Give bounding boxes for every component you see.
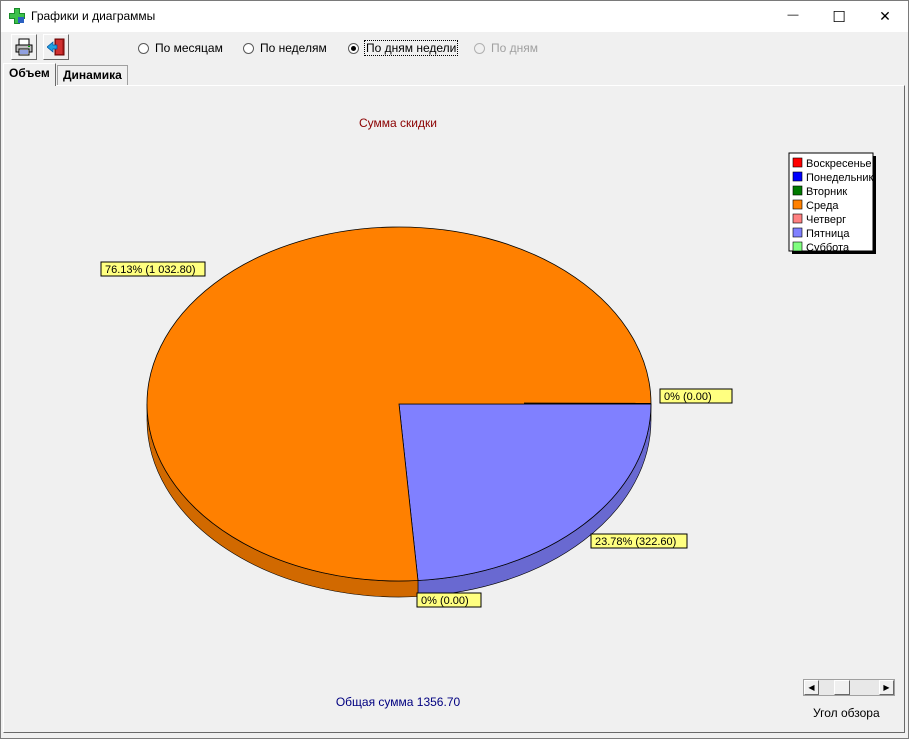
- legend-swatch: [792, 227, 803, 238]
- legend-box: [788, 152, 874, 252]
- pie-layer: [146, 226, 652, 598]
- radio-label: По дням: [491, 41, 539, 55]
- tab-dynamics[interactable]: Динамика: [57, 65, 128, 85]
- legend-entry: Воскресенье: [806, 158, 872, 170]
- legend-swatch: [792, 213, 803, 224]
- total-sum-label: Общая сумма 1356.70: [336, 695, 461, 709]
- window-title: Графики и диаграммы: [31, 9, 156, 23]
- radio-by-days[interactable]: По дням: [474, 39, 538, 57]
- legend-entry: Вторник: [806, 186, 847, 198]
- pie-chart: Сумма скидки 76.13% (1 032.80) 23.78% (32…: [100, 116, 876, 709]
- data-label-box: [100, 261, 206, 277]
- scroll-left-arrow-icon[interactable]: ◀: [804, 680, 819, 695]
- toolbar: [1, 32, 908, 62]
- minimize-icon: —: [787, 8, 799, 21]
- exit-door-icon: [47, 38, 65, 56]
- radio-by-months[interactable]: По месяцам: [138, 39, 223, 57]
- minimize-button[interactable]: —: [770, 1, 816, 32]
- radio-circle[interactable]: [138, 42, 149, 54]
- legend-swatch: [792, 241, 803, 252]
- tab-volume[interactable]: Объем: [3, 63, 56, 86]
- data-label-text: 0% (0.00): [664, 391, 712, 403]
- data-label-text: 0% (0.00): [421, 595, 469, 607]
- scroll-thumb[interactable]: [834, 680, 850, 695]
- radio-by-weeks[interactable]: По неделям: [243, 39, 327, 57]
- view-angle-scrollbar[interactable]: ◀ ▶: [803, 679, 895, 696]
- legend-swatch: [792, 199, 803, 210]
- chart-area: Сумма скидки 76.13% (1 032.80) 23.78% (32…: [5, 88, 903, 730]
- view-angle-label: Угол обзора: [813, 706, 880, 720]
- maximize-button[interactable]: ☐: [816, 1, 862, 32]
- title-bar[interactable]: Графики и диаграммы — ☐ ✕: [1, 1, 908, 32]
- legend-entry: Пятница: [806, 228, 850, 240]
- data-label-box: [416, 592, 482, 608]
- chart-title: Сумма скидки: [359, 116, 437, 130]
- pie-slice: [398, 403, 652, 581]
- scroll-right-arrow-icon[interactable]: ▶: [879, 680, 894, 695]
- legend-swatch: [792, 171, 803, 182]
- legend-entry: Понедельник: [806, 172, 874, 184]
- radio-circle[interactable]: [243, 42, 254, 54]
- exit-button[interactable]: [43, 34, 69, 60]
- radio-circle[interactable]: [348, 42, 359, 54]
- radio-label: По месяцам: [155, 41, 223, 55]
- pie-slice: [146, 226, 652, 582]
- radio-label: По неделям: [260, 41, 327, 55]
- radio-circle[interactable]: [474, 42, 485, 54]
- close-icon: ✕: [879, 8, 891, 24]
- print-button[interactable]: [11, 34, 37, 60]
- close-button[interactable]: ✕: [862, 1, 908, 32]
- app-cross-icon: [9, 8, 25, 24]
- legend-swatch: [792, 185, 803, 196]
- data-labels: 76.13% (1 032.80) 23.78% (322.60) 0% (0.00…: [100, 261, 733, 608]
- data-label-text: 76.13% (1 032.80): [105, 264, 196, 276]
- legend-entry: Среда: [806, 200, 839, 212]
- data-label-text: 23.78% (322.60): [595, 536, 676, 548]
- radio-by-weekdays[interactable]: По дням недели: [348, 39, 459, 57]
- legend-entry: Четверг: [806, 214, 846, 226]
- data-label-box: [590, 533, 688, 549]
- legend-swatch: [792, 157, 803, 168]
- print-icon: [15, 38, 33, 56]
- radio-label: По дням недели: [363, 40, 459, 56]
- legend-entry: Суббота: [806, 242, 850, 254]
- data-label-box: [659, 388, 733, 404]
- maximize-icon: ☐: [832, 8, 846, 26]
- legend: Воскресенье Понедельник Вторник Среда Четвер…: [788, 152, 876, 254]
